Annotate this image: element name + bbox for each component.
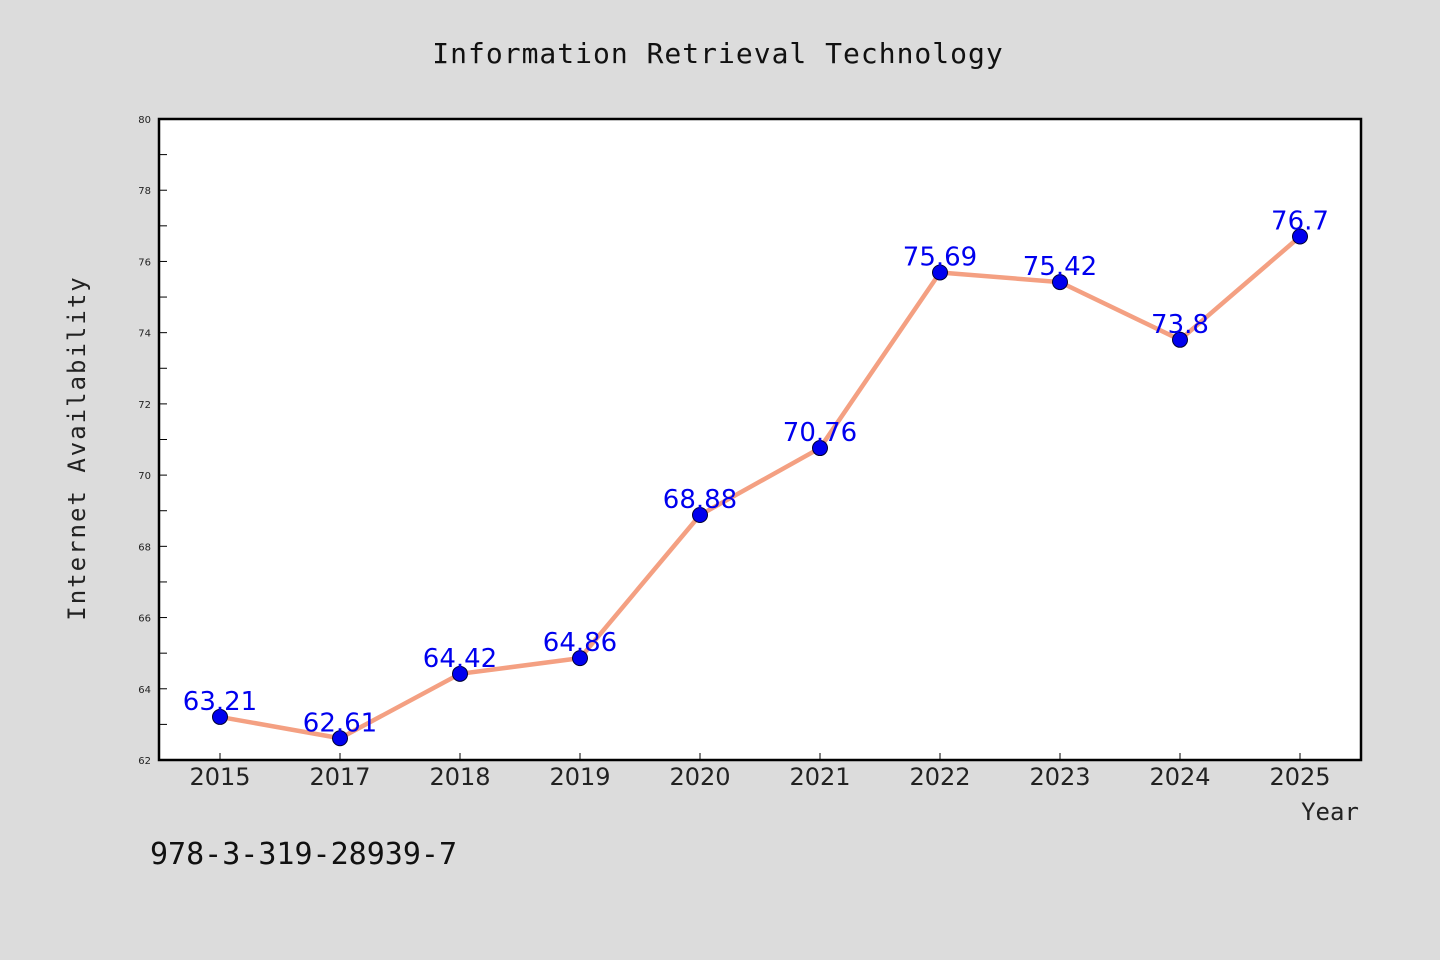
data-label: 64.42 (423, 644, 497, 674)
x-tick-label: 2022 (909, 763, 970, 791)
y-tick-label: 76 (138, 257, 151, 268)
x-tick-label: 2018 (429, 763, 490, 791)
x-tick-label: 2017 (309, 763, 370, 791)
y-tick-label: 72 (138, 400, 151, 411)
y-tick-label: 62 (138, 756, 151, 767)
data-label: 63.21 (183, 687, 257, 717)
y-tick-label: 78 (138, 186, 151, 197)
series-internet-availability (212, 228, 1308, 747)
data-label: 68.88 (663, 485, 737, 515)
y-tick-label: 74 (138, 329, 151, 340)
data-label: 76.7 (1271, 207, 1329, 237)
data-label: 70.76 (783, 418, 857, 448)
data-point-marker (332, 730, 348, 747)
data-point-marker (692, 506, 708, 523)
x-tick-label: 2021 (789, 763, 850, 791)
data-label: 75.42 (1023, 252, 1097, 282)
y-tick-label: 80 (138, 115, 151, 126)
data-point-marker (1292, 228, 1308, 245)
series-line (217, 234, 1303, 741)
x-tick-label: 2025 (1269, 763, 1330, 791)
data-point-marker (452, 665, 468, 682)
y-axis: 62 64 66 68 70 72 74 76 78 80 (138, 115, 167, 767)
y-tick-label: 70 (138, 471, 151, 482)
chart-title: Information Retrieval Technology (432, 37, 1003, 70)
x-axis-label: Year (1301, 798, 1359, 826)
data-label: 62.61 (303, 708, 377, 738)
footer-isbn: 978-3-319-28939-7 (150, 837, 457, 872)
data-label: 75.69 (903, 242, 977, 272)
x-tick-label: 2023 (1029, 763, 1090, 791)
data-point-marker (932, 264, 948, 281)
y-axis-label: Internet Availability (63, 275, 91, 620)
data-point-marker (572, 650, 588, 667)
x-tick-label: 2024 (1149, 763, 1210, 791)
y-tick-label: 66 (138, 614, 151, 625)
y-tick-label: 64 (138, 685, 151, 696)
data-point-marker (812, 440, 828, 457)
x-tick-label: 2020 (669, 763, 730, 791)
data-labels: 63.21 62.61 64.42 64.86 68.88 70.76 75.69 75.42… (183, 207, 1329, 739)
data-point-marker (1172, 331, 1188, 348)
data-point-marker (212, 708, 228, 725)
x-tick-label: 2015 (189, 763, 250, 791)
data-label: 64.86 (543, 628, 617, 658)
y-tick-label: 68 (138, 542, 151, 553)
data-label: 73.8 (1151, 310, 1209, 340)
x-axis: 2015 2017 2018 2019 2020 2021 2022 2023 2024 2025 (189, 753, 1331, 791)
data-point-marker (1052, 274, 1068, 291)
plot-area (157, 117, 1363, 762)
x-tick-label: 2019 (549, 763, 610, 791)
